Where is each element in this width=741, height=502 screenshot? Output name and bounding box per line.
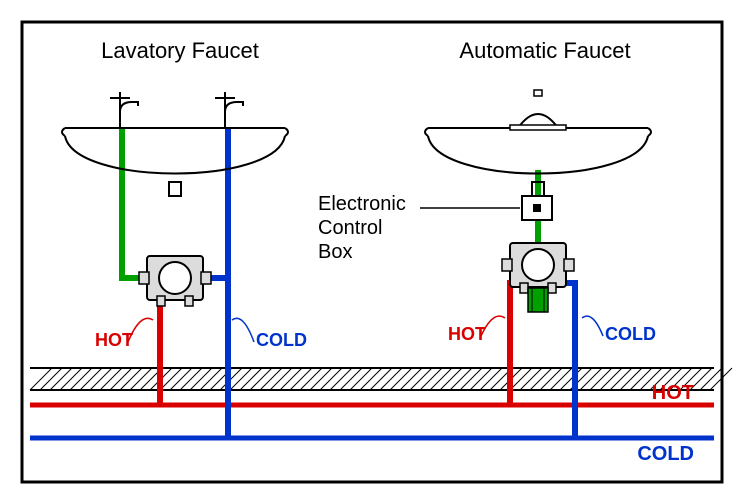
title-left: Lavatory Faucet	[101, 38, 259, 63]
main-cold-label: COLD	[637, 443, 694, 465]
right-cold-riser	[556, 265, 575, 438]
ecb-label-2: Control	[318, 217, 382, 239]
wall-hatch	[30, 368, 732, 390]
ecb-label-1: Electronic	[318, 193, 406, 215]
title-right: Automatic Faucet	[459, 38, 630, 63]
right-sink-bowl	[428, 136, 648, 174]
left-sink-bowl	[65, 136, 285, 174]
left-cold-label: COLD	[256, 330, 307, 350]
faucet-spout	[225, 102, 243, 128]
ecb-label-3: Box	[318, 241, 352, 263]
faucet-spout	[120, 102, 138, 128]
auto-faucet-base	[510, 125, 566, 130]
left-hot-label: HOT	[95, 330, 133, 350]
right-hot-label: HOT	[448, 324, 486, 344]
border	[22, 22, 722, 482]
ecb-indicator	[533, 204, 541, 212]
main-hot-label: HOT	[652, 382, 694, 404]
left-cold-label-leader	[232, 318, 254, 342]
right-cold-label: COLD	[605, 324, 656, 344]
right-cold-label-leader	[582, 316, 603, 336]
diagram-frame: HOT COLD Lavatory Faucet Automatic Faucet El…	[0, 0, 741, 502]
solenoid	[528, 288, 548, 312]
left-sink-drain	[169, 182, 181, 196]
diagram-svg: HOT COLD Lavatory Faucet Automatic Faucet El…	[0, 0, 741, 502]
